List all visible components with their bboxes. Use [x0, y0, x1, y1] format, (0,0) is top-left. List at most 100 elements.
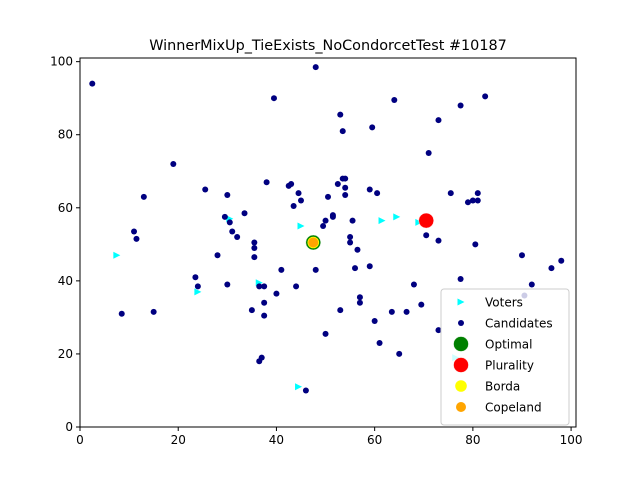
candidates-point	[131, 228, 138, 235]
candidates-point	[369, 124, 376, 131]
x-tick-label: 40	[269, 433, 284, 447]
candidates-point	[388, 308, 395, 315]
voters-point	[393, 213, 401, 221]
candidates-point	[347, 234, 354, 241]
candidates-point	[256, 283, 263, 290]
candidates-point	[518, 252, 525, 259]
candidates-point	[347, 239, 354, 246]
legend-box	[440, 288, 570, 426]
x-tick-label: 80	[465, 433, 480, 447]
voters-point	[194, 288, 202, 296]
legend-label: Plurality	[485, 359, 534, 373]
legend-label: Candidates	[485, 317, 553, 331]
candidates-point	[558, 257, 565, 264]
candidates-point	[391, 97, 398, 104]
candidates-point	[396, 350, 403, 357]
voters-point	[297, 222, 305, 230]
candidates-point	[150, 308, 157, 315]
candidates-point	[251, 254, 258, 261]
legend-entry-voters: Voters	[457, 296, 523, 310]
candidates-point	[356, 299, 363, 306]
candidates-point	[221, 213, 228, 220]
borda-legend-marker	[455, 380, 467, 392]
candidates-point	[366, 186, 373, 193]
candidates-point	[469, 197, 476, 204]
candidates-point	[118, 310, 125, 317]
copeland-point	[308, 237, 319, 248]
candidates-point	[423, 232, 430, 239]
candidates-point	[354, 246, 361, 253]
candidates-point	[241, 210, 248, 217]
candidates-point	[342, 184, 349, 191]
legend-entry-plurality: Plurality	[453, 357, 534, 373]
candidates-point	[278, 266, 285, 273]
candidates-point	[322, 330, 329, 337]
y-tick-label: 40	[58, 274, 73, 288]
candidates-point	[297, 197, 304, 204]
legend-label: Copeland	[485, 401, 542, 415]
candidates-point	[270, 95, 277, 102]
candidates-point	[312, 266, 319, 273]
candidates-point	[290, 202, 297, 209]
candidates-point	[337, 111, 344, 118]
legend-label: Voters	[485, 296, 523, 310]
legend-entry-copeland: Copeland	[456, 401, 542, 415]
voters-point	[113, 251, 121, 259]
candidates-point	[293, 283, 300, 290]
x-tick-label: 20	[171, 433, 186, 447]
candidates-point	[226, 219, 233, 226]
candidates-point	[133, 235, 140, 242]
candidates-legend-marker	[458, 320, 464, 326]
legend-entry-candidates: Candidates	[458, 317, 553, 331]
y-tick-label: 60	[58, 201, 73, 215]
candidates-point	[261, 312, 268, 319]
candidates-point	[418, 301, 425, 308]
candidates-point	[329, 212, 336, 219]
candidates-point	[342, 175, 349, 182]
candidates-point	[320, 223, 327, 230]
candidates-point	[366, 263, 373, 270]
candidates-point	[472, 241, 479, 248]
candidates-point	[352, 265, 359, 272]
candidates-point	[322, 217, 329, 224]
candidates-point	[548, 265, 555, 272]
legend-entry-borda: Borda	[455, 380, 520, 394]
candidates-point	[170, 160, 177, 167]
plurality-legend-marker	[453, 357, 469, 373]
y-tick-label: 0	[65, 420, 73, 434]
series-copeland	[308, 237, 319, 248]
voters-point	[378, 217, 386, 225]
x-tick-label: 60	[367, 433, 382, 447]
candidates-point	[251, 244, 258, 251]
plurality-point	[418, 212, 434, 229]
candidates-point	[425, 149, 432, 156]
y-tick-label: 20	[58, 347, 73, 361]
legend-entry-optimal: Optimal	[453, 336, 532, 352]
candidates-point	[258, 354, 265, 361]
legend-label: Optimal	[485, 338, 532, 352]
candidates-point	[89, 80, 96, 87]
optimal-legend-marker	[453, 336, 469, 352]
candidates-point	[435, 237, 442, 244]
candidates-point	[302, 387, 309, 394]
copeland-legend-marker	[456, 402, 466, 412]
candidates-point	[194, 283, 201, 290]
candidates-point	[140, 193, 147, 200]
candidates-point	[342, 192, 349, 199]
candidates-point	[376, 339, 383, 346]
candidates-point	[464, 199, 471, 206]
axes-frame	[79, 57, 577, 428]
candidates-point	[435, 327, 442, 334]
y-tick-label: 80	[58, 128, 73, 142]
candidates-point	[410, 281, 417, 288]
legend: Voters Candidates Optimal Plurality Borda Cop…	[440, 288, 570, 426]
candidates-point	[214, 252, 221, 259]
candidates-point	[528, 281, 535, 288]
candidates-point	[474, 190, 481, 197]
voters-point	[295, 383, 303, 391]
candidates-point	[337, 307, 344, 314]
candidates-point	[261, 283, 268, 290]
series-candidates	[89, 64, 565, 394]
candidates-point	[356, 294, 363, 301]
